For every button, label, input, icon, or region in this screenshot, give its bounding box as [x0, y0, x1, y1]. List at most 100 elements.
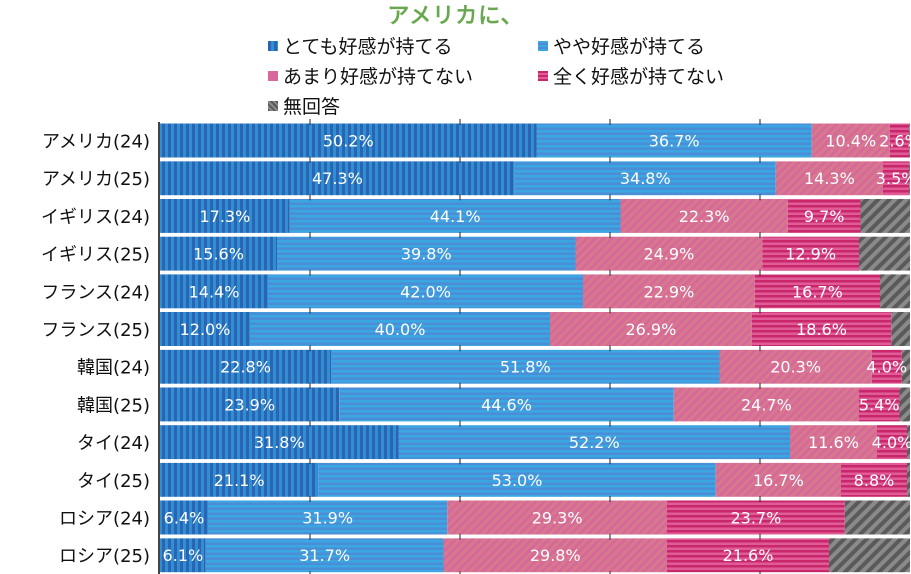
data-label: 2.6%: [879, 132, 911, 151]
bar-segment: [883, 161, 910, 196]
category-label: タイ(24): [77, 433, 150, 454]
data-label: 4.0%: [872, 433, 911, 452]
data-label: 29.3%: [532, 509, 583, 528]
legend-item-no-answer: 無回答: [268, 92, 340, 119]
bar-segment: [790, 425, 877, 460]
data-label: 20.3%: [770, 358, 821, 377]
data-label: 18.6%: [796, 320, 847, 339]
category-label: フランス(25): [41, 320, 150, 341]
bar-segment: [536, 123, 812, 158]
category-label: タイ(25): [77, 471, 150, 492]
category-label: アメリカ(24): [42, 132, 150, 153]
bar-segment: [762, 236, 859, 271]
bar-segment: [667, 500, 845, 535]
data-label: 6.4%: [164, 509, 205, 528]
bar-segment: [829, 538, 910, 573]
legend-label: 全く好感が持てない: [553, 66, 725, 88]
data-label: 8.8%: [854, 471, 895, 490]
data-label: 52.2%: [569, 433, 620, 452]
bar-segment: [844, 500, 910, 535]
legend-swatch: [538, 70, 548, 81]
bar-segment: [889, 123, 910, 158]
bar-segment: [754, 274, 880, 309]
bar-segment: [880, 274, 910, 309]
data-label: 10.4%: [825, 132, 876, 151]
bar-segment: [250, 312, 550, 346]
bar-segment: [667, 538, 829, 573]
legend-label: やや好感が持てる: [553, 36, 706, 58]
bar-segment: [715, 462, 841, 497]
data-label: 11.6%: [808, 433, 859, 452]
data-label: 3.5%: [876, 169, 911, 188]
data-label: 5.4%: [859, 395, 900, 414]
legend-swatch: [268, 70, 278, 81]
data-label: 12.9%: [785, 245, 836, 264]
bar-segment: [443, 538, 667, 573]
data-label: 16.7%: [792, 282, 843, 301]
bar-segment: [751, 312, 892, 346]
data-label: 17.3%: [199, 207, 250, 226]
data-label: 53.0%: [492, 471, 543, 490]
bar-segment: [719, 349, 872, 384]
bar-segment: [909, 123, 910, 158]
data-label: 36.7%: [649, 132, 700, 151]
data-label: 14.3%: [804, 169, 855, 188]
bar-segment: [841, 462, 907, 497]
category-label: イギリス(24): [41, 207, 150, 228]
legend-label: あまり好感が持てない: [283, 66, 474, 88]
data-label: 22.8%: [220, 358, 271, 377]
legend-item-not-very-favorable: あまり好感が持てない: [268, 62, 473, 89]
data-label: 24.9%: [643, 245, 694, 264]
data-label: 22.3%: [679, 207, 730, 226]
bar-segment: [398, 425, 790, 460]
legend-swatch: [268, 100, 278, 111]
category-label: 韓国(24): [77, 358, 150, 379]
category-label: イギリス(25): [41, 245, 150, 266]
data-label: 4.0%: [866, 358, 907, 377]
legend-swatch: [538, 40, 548, 51]
bar-segment: [877, 425, 907, 460]
bar-segment: [909, 161, 910, 196]
data-label: 22.9%: [643, 282, 694, 301]
bar-segment: [899, 387, 910, 422]
data-label: 21.6%: [723, 546, 774, 565]
bar-segment: [787, 198, 861, 233]
data-label: 39.8%: [401, 245, 452, 264]
bar-segment: [208, 500, 448, 535]
data-label: 15.6%: [193, 245, 244, 264]
bar-segment: [160, 123, 537, 158]
bar-segment: [160, 198, 290, 233]
bar-segment: [160, 274, 268, 309]
data-label: 6.1%: [163, 546, 204, 565]
legend-item-very-favorable: とても好感が持てる: [268, 32, 452, 59]
bar-segment: [160, 425, 399, 460]
bar-segment: [289, 198, 621, 233]
bar-segment: [901, 349, 910, 384]
data-label: 14.4%: [189, 282, 240, 301]
bar-segment: [160, 462, 319, 497]
bar-segment: [268, 274, 583, 309]
data-label: 44.6%: [481, 395, 532, 414]
category-label: アメリカ(25): [42, 169, 150, 190]
data-label: 23.9%: [224, 395, 275, 414]
legend-label: とても好感が持てる: [283, 36, 453, 58]
data-label: 42.0%: [400, 282, 451, 301]
bar-segment: [160, 312, 250, 346]
legend-item-somewhat-favorable: やや好感が持てる: [538, 32, 705, 59]
bar-segment: [160, 500, 208, 535]
bar-segment: [620, 198, 788, 233]
bar-segment: [514, 161, 776, 196]
bar-segment: [331, 349, 720, 384]
bar-segment: [277, 236, 576, 271]
legend-label: 無回答: [283, 96, 341, 118]
bar-segment: [575, 236, 763, 271]
data-label: 40.0%: [375, 320, 426, 339]
bar-segment: [205, 538, 444, 573]
data-label: 12.0%: [180, 320, 231, 339]
chart-title: アメリカに、: [387, 4, 524, 29]
bar-segment: [871, 349, 902, 384]
data-label: 23.7%: [730, 509, 781, 528]
data-label: 50.2%: [323, 132, 374, 151]
bar-segment: [583, 274, 755, 309]
